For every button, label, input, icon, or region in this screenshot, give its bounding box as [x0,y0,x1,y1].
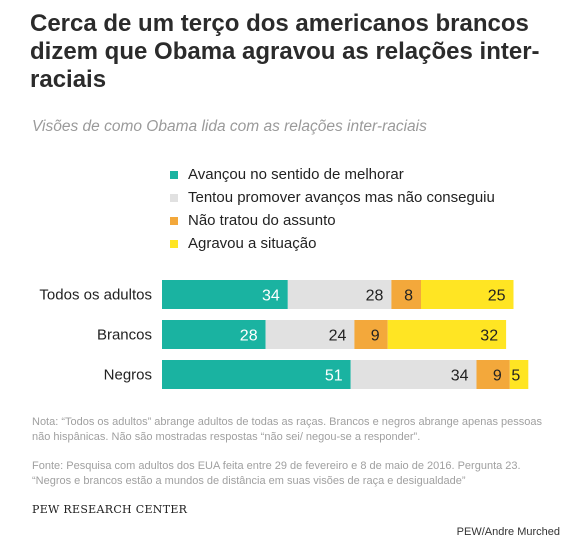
category-label: Negros [104,367,152,384]
bar-value-label: 51 [325,368,343,385]
stacked-bar-chart: Todos os adultos 34 28 8 25 Brancos 28 24 9 32 Neg… [39,280,529,389]
bar-value-label: 28 [366,288,384,305]
image-credit: PEW/Andre Murched [456,526,560,538]
bar-value-label: 28 [240,328,258,345]
legend-label: Agravou a situação [188,235,317,252]
category-label: Brancos [97,327,152,344]
bar-value-label: 34 [451,368,469,385]
legend-item: Não tratou do assunto [170,209,495,232]
bar-segment [350,360,477,389]
bar-segment [391,280,421,309]
organization-name: PEW RESEARCH CENTER [32,503,188,516]
bar-value-label: 25 [488,288,506,305]
bar-segment [509,360,529,389]
legend-swatch [170,239,178,248]
bar-value-label: 5 [511,368,520,385]
bar-segment [354,320,388,349]
legend-label: Avançou no sentido de melhorar [188,166,404,183]
chart-note: Nota: “Todos os adultos” abrange adultos… [32,416,542,443]
bar-value-label: 32 [480,328,498,345]
legend-item: Agravou a situação [170,232,495,255]
chart-subtitle: Visões de como Obama lida com as relaçõe… [32,118,427,135]
legend-label: Tentou promover avanços mas não consegui… [188,189,495,206]
legend-swatch [170,193,178,202]
legend-item: Avançou no sentido de melhorar [170,163,495,186]
category-label: Todos os adultos [39,287,152,304]
bar-segment [421,280,514,309]
bar-value-label: 34 [262,288,280,305]
legend-item: Tentou promover avanços mas não consegui… [170,186,495,209]
bar-segment [162,320,266,349]
bar-segment [387,320,507,349]
bar-segment [162,280,288,309]
bar-segment [476,360,510,389]
bar-value-label: 8 [404,288,413,305]
legend-swatch [170,170,178,179]
bar-value-label: 24 [329,328,347,345]
chart-source: Fonte: Pesquisa com adultos dos EUA feit… [32,460,521,487]
chart-title: Cerca de um terço dos americanos brancos… [30,10,540,93]
bar-value-label: 9 [371,328,380,345]
bar-segment [287,280,392,309]
legend: Avançou no sentido de melhorar Tentou pr… [170,163,495,255]
legend-swatch [170,216,178,225]
bar-segment [162,360,351,389]
legend-label: Não tratou do assunto [188,212,336,229]
bar-value-label: 9 [493,368,502,385]
bar-segment [265,320,355,349]
